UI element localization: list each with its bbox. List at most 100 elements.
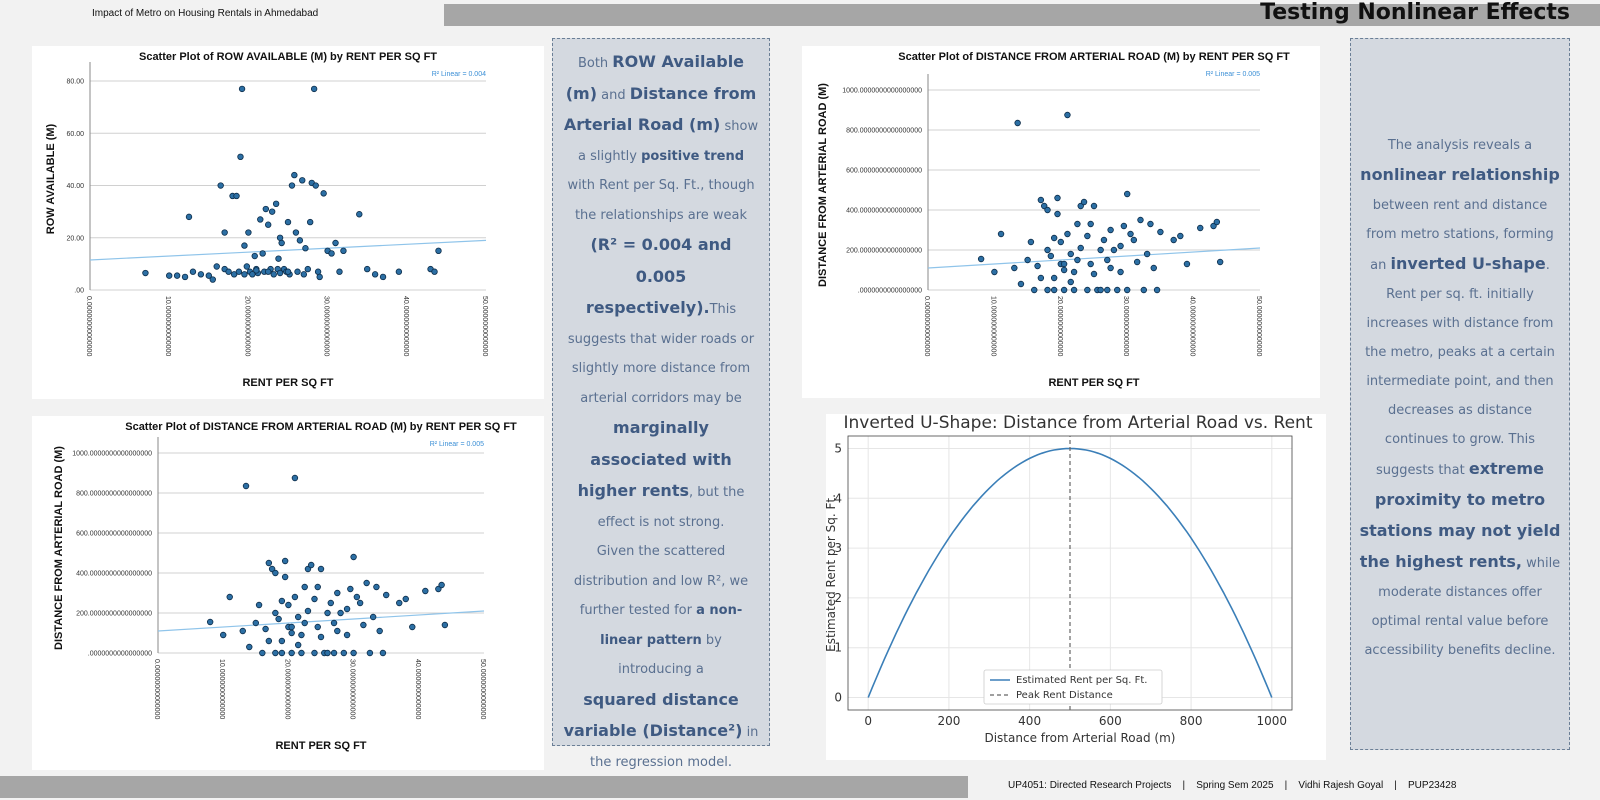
y-axis-title: DISTANCE FROM ARTERIAL ROAD (M) xyxy=(817,83,829,287)
linear-fit-line xyxy=(157,610,485,632)
x-tick-label: 0.00000000000000 xyxy=(153,659,160,719)
x-tick-label: 50.0000000000000 xyxy=(479,659,486,719)
data-point xyxy=(251,252,258,260)
data-point xyxy=(252,619,259,627)
data-point xyxy=(314,268,322,275)
data-point xyxy=(1120,222,1128,230)
data-point xyxy=(1104,286,1111,294)
data-point xyxy=(1143,250,1151,258)
data-point xyxy=(363,579,370,587)
data-point xyxy=(422,587,429,595)
data-point xyxy=(1153,286,1161,294)
x-tick-label: 600 xyxy=(1099,714,1122,728)
data-point xyxy=(311,649,318,657)
y-tick-label: 200.0000000000000000 xyxy=(846,248,922,255)
x-axis-title: RENT PER SQ FT xyxy=(242,377,333,389)
data-point xyxy=(395,268,403,275)
data-point xyxy=(343,605,351,613)
data-point xyxy=(1067,250,1074,258)
data-point xyxy=(278,637,286,645)
data-point xyxy=(1170,236,1177,244)
data-point xyxy=(336,268,343,275)
data-point xyxy=(337,609,344,617)
scatter-distance-upper-panel: Scatter Plot of DISTANCE FROM ARTERIAL R… xyxy=(802,46,1320,398)
data-point xyxy=(431,268,438,275)
data-point xyxy=(1097,286,1104,294)
data-point xyxy=(1197,224,1204,232)
data-point xyxy=(259,649,266,657)
data-point xyxy=(324,649,331,657)
data-point xyxy=(360,621,367,629)
data-point xyxy=(304,607,312,615)
data-point xyxy=(1070,286,1078,294)
data-point xyxy=(294,641,302,649)
data-point xyxy=(1084,286,1091,294)
data-point xyxy=(281,573,289,581)
data-point xyxy=(371,271,379,278)
data-point xyxy=(334,627,341,635)
data-point xyxy=(1050,286,1058,294)
chart-title: Scatter Plot of ROW AVAILABLE (M) by REN… xyxy=(139,51,437,63)
data-point xyxy=(213,263,220,270)
x-tick-label: 0 xyxy=(864,714,872,728)
data-point xyxy=(306,218,314,226)
data-point xyxy=(310,85,318,93)
data-point xyxy=(255,601,263,609)
data-point xyxy=(233,192,240,200)
data-point xyxy=(353,593,361,601)
data-point xyxy=(1130,236,1138,244)
data-point xyxy=(340,649,348,657)
data-point xyxy=(264,268,272,275)
data-point xyxy=(1133,258,1141,266)
data-point xyxy=(334,589,341,597)
x-tick-label: 20.0000000000000 xyxy=(243,296,250,356)
scatter-row-panel: Scatter Plot of ROW AVAILABLE (M) by REN… xyxy=(32,46,544,399)
data-point xyxy=(278,597,286,605)
data-point xyxy=(379,273,387,281)
section-title: Testing Nonlinear Effects xyxy=(1260,0,1570,25)
y-tick-label: 1000.0000000000000000 xyxy=(842,88,922,95)
data-point xyxy=(241,242,248,249)
data-point xyxy=(288,623,295,631)
r2-label: R² Linear = 0.005 xyxy=(1206,71,1260,78)
x-tick-label: 10.0000000000000 xyxy=(218,659,225,719)
data-point xyxy=(324,609,331,617)
x-tick-label: 30.0000000000000 xyxy=(349,659,356,719)
document-title: Impact of Metro on Housing Rentals in Ah… xyxy=(92,8,319,19)
data-point xyxy=(1157,228,1164,236)
data-point xyxy=(206,618,214,626)
data-point xyxy=(189,268,197,275)
data-point xyxy=(350,649,357,657)
x-tick-label: 30.0000000000000 xyxy=(1122,296,1129,356)
x-tick-label: 40.0000000000000 xyxy=(414,659,421,719)
data-point xyxy=(1087,260,1094,268)
y-axis-title: ROW AVAILABLE (M) xyxy=(45,123,57,234)
data-point xyxy=(1050,274,1058,282)
scatter-distance-upper-chart: Scatter Plot of DISTANCE FROM ARTERIAL R… xyxy=(817,51,1290,389)
x-tick-label: 10.0000000000000 xyxy=(164,296,171,356)
data-point xyxy=(1104,256,1111,264)
footer-text: UP4051: Directed Research Projects | Spr… xyxy=(1008,780,1457,791)
data-point xyxy=(350,553,357,561)
x-axis-title: RENT PER SQ FT xyxy=(275,740,366,752)
legend-box xyxy=(983,669,1163,705)
data-point xyxy=(302,245,309,252)
data-point xyxy=(1024,256,1031,264)
r2-label: R² Linear = 0.004 xyxy=(432,71,486,78)
chart-title: Inverted U-Shape: Distance from Arterial… xyxy=(844,414,1313,433)
data-point xyxy=(265,637,273,645)
data-point xyxy=(1150,264,1157,272)
data-point xyxy=(1177,232,1184,240)
y-tick-label: 3 xyxy=(834,541,842,555)
data-point xyxy=(265,559,273,567)
data-point xyxy=(308,561,315,569)
data-point xyxy=(356,211,363,218)
y-tick-label: 400.0000000000000000 xyxy=(76,571,152,578)
y-tick-label: 60.00 xyxy=(66,131,84,138)
data-point xyxy=(298,649,305,657)
data-point xyxy=(268,208,276,215)
data-point xyxy=(270,271,277,278)
legend-label-peak: Peak Rent Distance xyxy=(1016,690,1113,701)
data-point xyxy=(409,623,416,631)
data-point xyxy=(1147,220,1154,228)
